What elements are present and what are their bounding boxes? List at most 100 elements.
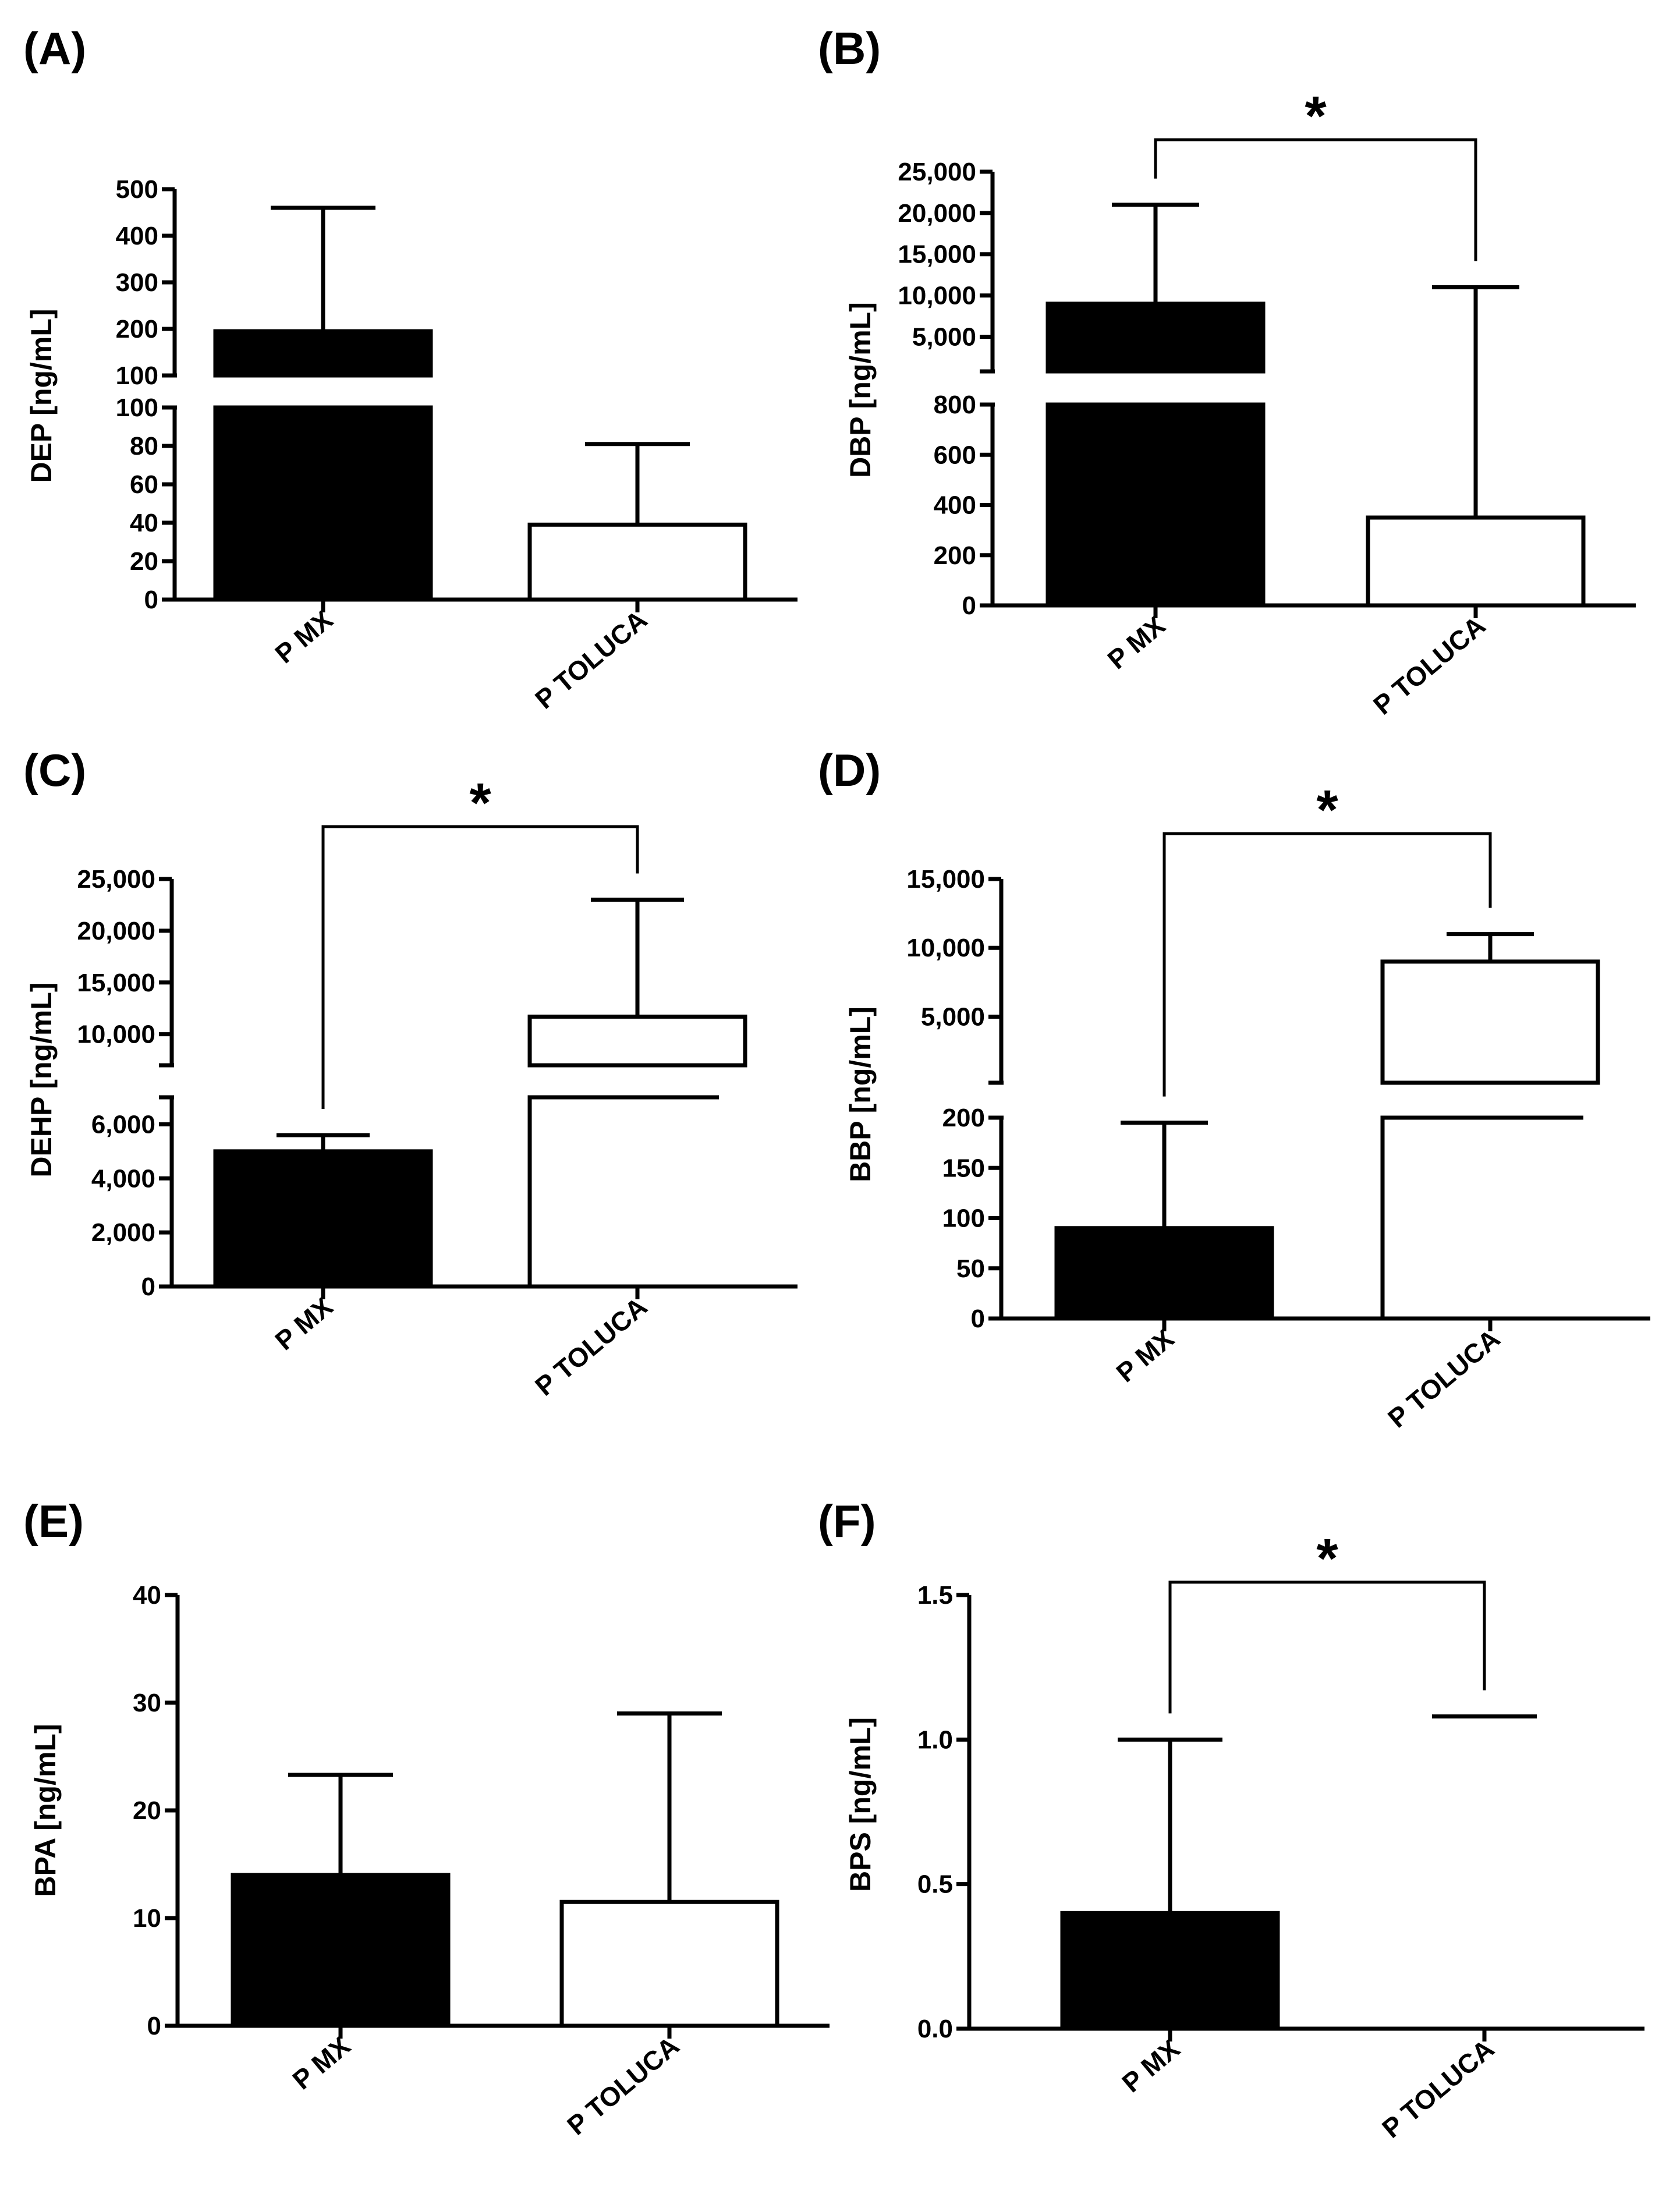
y-tick-label: 20 <box>133 1796 161 1825</box>
bar-p-mx <box>1054 1226 1274 1321</box>
panel-d: (D) BBP [ng/mL] 0 50 100 150 200 5,000 10,000 15,… <box>818 745 1650 1434</box>
x-category-label: P TOLUCA <box>1367 610 1491 721</box>
y-tick-label: 30 <box>133 1689 161 1717</box>
y-axis-label: DBP [ng/mL] <box>844 302 877 478</box>
y-tick-label: 25,000 <box>898 158 976 186</box>
x-category-label: P TOLUCA <box>1382 1323 1505 1434</box>
bar-p-toluca <box>1380 959 1600 1085</box>
y-tick-label: 80 <box>130 432 158 460</box>
y-tick-label: 200 <box>934 541 976 570</box>
panel-label: (C) <box>23 745 86 796</box>
y-axis-label: DEHP [ng/mL] <box>25 982 58 1177</box>
y-axis-label: DEP [ng/mL] <box>25 309 58 483</box>
y-tick-label: 6,000 <box>91 1110 155 1139</box>
bar-p-toluca <box>527 1095 747 1289</box>
y-tick-label: 200 <box>116 315 158 343</box>
y-tick-label: 60 <box>130 470 158 499</box>
bar-p-mx <box>213 405 433 602</box>
y-tick-label: 10 <box>133 1904 161 1933</box>
panel-e: (E) BPA [ng/mL] 0 10 20 30 40 P MX P TOLUCA <box>23 1495 830 2141</box>
y-axis-label: BBP [ng/mL] <box>844 1006 877 1182</box>
y-tick-label: 0 <box>144 586 158 614</box>
y-tick-label: 5,000 <box>921 1002 985 1031</box>
significance-bracket <box>1162 832 1492 1097</box>
y-tick-label: 1.0 <box>917 1725 953 1754</box>
bar-p-mx <box>231 1873 451 2028</box>
y-tick-label: 4,000 <box>91 1164 155 1193</box>
y-tick-label: 300 <box>116 268 158 297</box>
bar-p-toluca <box>559 1899 779 2028</box>
y-tick-label: 20,000 <box>77 917 155 945</box>
y-tick-label: 0 <box>147 2012 161 2040</box>
bar-p-toluca <box>527 522 747 602</box>
bar-p-toluca <box>1380 1115 1600 1321</box>
y-tick-label: 0 <box>971 1305 985 1333</box>
y-tick-label: 20,000 <box>898 199 976 228</box>
panel-label: (D) <box>818 745 881 796</box>
significance-star: * <box>1305 85 1327 147</box>
x-category-label: P MX <box>286 2030 356 2096</box>
x-category-label: P TOLUCA <box>1376 2033 1500 2144</box>
x-category-label: P TOLUCA <box>529 604 653 715</box>
y-tick-label: 200 <box>942 1104 985 1132</box>
x-category-label: P MX <box>1110 1323 1179 1388</box>
panel-c: (C) DEHP [ng/mL] 0 2,000 4,000 6,000 10,000 15,… <box>23 745 798 1402</box>
y-tick-label: 15,000 <box>77 969 155 997</box>
y-tick-label: 40 <box>133 1581 161 1610</box>
y-tick-label: 40 <box>130 509 158 537</box>
panel-a: (A) DEP [ng/mL] 0 20 40 60 80 100 100 200 300 400 50… <box>23 23 798 715</box>
y-tick-label: 5,000 <box>912 322 976 351</box>
y-tick-label: 1.5 <box>917 1581 953 1610</box>
y-tick-label: 25,000 <box>77 865 155 894</box>
y-tick-label: 0.5 <box>917 1870 953 1899</box>
y-tick-label: 150 <box>942 1154 985 1182</box>
panel-f: (F) BPS [ng/mL] 0.0 0.5 1.0 1.5 P MX P TOLUCA * <box>818 1495 1644 2144</box>
y-tick-label: 100 <box>942 1204 985 1233</box>
y-tick-label: 10,000 <box>906 934 985 962</box>
panel-label: (F) <box>818 1495 876 1547</box>
y-tick-label: 0.0 <box>917 2015 953 2043</box>
y-tick-label: 100 <box>116 361 158 390</box>
panel-label: (E) <box>23 1495 84 1547</box>
x-category-label: P TOLUCA <box>561 2030 685 2141</box>
significance-star: * <box>1316 1527 1338 1590</box>
bar-p-mx <box>213 329 433 378</box>
y-tick-label: 2,000 <box>91 1218 155 1247</box>
significance-bracket <box>321 825 639 1109</box>
bar-p-mx <box>1045 402 1266 608</box>
y-tick-label: 600 <box>934 441 976 469</box>
y-axis-label: BPS [ng/mL] <box>844 1717 877 1892</box>
bar-p-mx <box>213 1149 433 1289</box>
y-tick-label: 10,000 <box>77 1020 155 1049</box>
significance-star: * <box>1316 779 1338 841</box>
significance-star: * <box>469 772 491 834</box>
y-tick-label: 0 <box>141 1273 155 1301</box>
panel-b: (B) DBP [ng/mL] 0 200 400 600 800 5,000 10,000 15… <box>818 23 1636 721</box>
y-tick-label: 100 <box>116 394 158 422</box>
y-axis-label: BPA [ng/mL] <box>29 1724 62 1897</box>
significance-bracket <box>1154 138 1477 261</box>
x-category-label: P MX <box>1116 2033 1185 2099</box>
bar-p-toluca <box>527 1014 747 1068</box>
y-tick-label: 10,000 <box>898 282 976 310</box>
panel-label: (A) <box>23 23 86 74</box>
x-category-label: P MX <box>1101 610 1171 675</box>
y-tick-label: 500 <box>116 175 158 204</box>
bar-p-mx <box>1060 1911 1280 2031</box>
y-tick-label: 15,000 <box>906 865 985 894</box>
y-tick-label: 800 <box>934 391 976 419</box>
bar-p-mx <box>1045 302 1266 374</box>
y-tick-label: 0 <box>962 591 976 620</box>
y-tick-label: 400 <box>116 222 158 250</box>
y-tick-label: 400 <box>934 491 976 520</box>
significance-bracket <box>1168 1580 1486 1714</box>
bar-p-toluca <box>1366 515 1586 608</box>
y-tick-label: 20 <box>130 547 158 576</box>
y-tick-label: 15,000 <box>898 240 976 269</box>
panel-label: (B) <box>818 23 881 74</box>
y-tick-label: 50 <box>956 1254 985 1283</box>
x-category-label: P MX <box>269 604 338 669</box>
x-category-label: P MX <box>269 1291 338 1356</box>
x-category-label: P TOLUCA <box>529 1291 653 1402</box>
